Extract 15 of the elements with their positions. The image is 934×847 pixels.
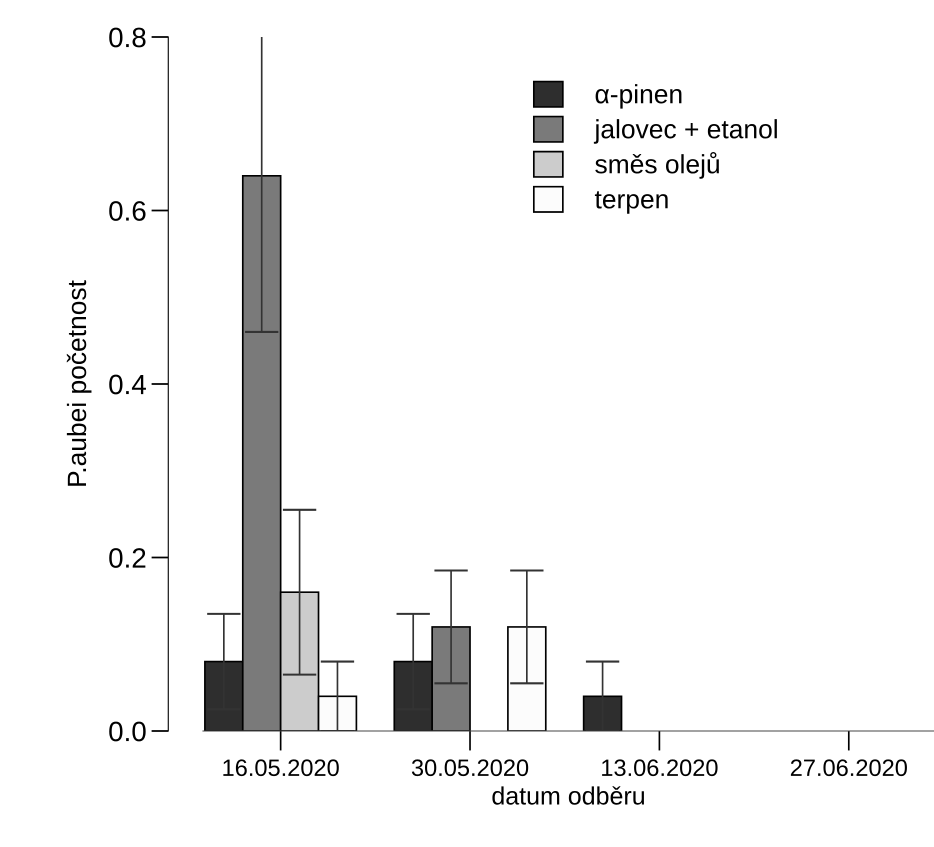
x-tick-label: 30.05.2020	[412, 759, 528, 776]
legend-label: směs olejů	[595, 152, 719, 179]
legend-label: α-pinen	[596, 84, 682, 109]
x-tick-label: 13.06.2020	[602, 759, 718, 776]
y-tick-label: 0.0	[109, 722, 146, 742]
y-axis-title: P.aubei početnost	[66, 280, 92, 486]
legend-label: terpen	[594, 191, 668, 214]
y-tick-label: 0.6	[109, 201, 146, 221]
legend-label: jalovec + etanol	[594, 119, 777, 144]
x-tick-label: 27.06.2020	[790, 759, 907, 776]
y-tick-label: 0.2	[109, 548, 146, 568]
x-axis-title: datum odběru	[492, 786, 644, 805]
x-tick-label: 16.05.2020	[223, 759, 339, 776]
y-tick-label: 0.4	[109, 374, 146, 394]
y-tick-label: 0.8	[109, 28, 146, 48]
